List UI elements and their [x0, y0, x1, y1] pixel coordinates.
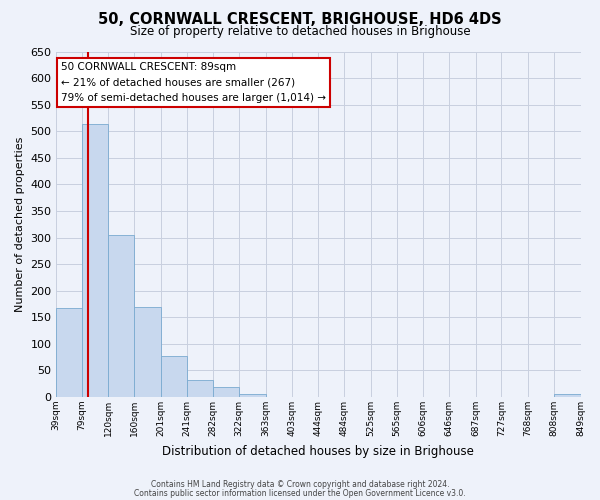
Text: Contains public sector information licensed under the Open Government Licence v3: Contains public sector information licen… — [134, 488, 466, 498]
Text: 50, CORNWALL CRESCENT, BRIGHOUSE, HD6 4DS: 50, CORNWALL CRESCENT, BRIGHOUSE, HD6 4D… — [98, 12, 502, 28]
Bar — [187, 380, 213, 397]
Bar — [554, 394, 581, 397]
Bar — [56, 308, 82, 397]
Y-axis label: Number of detached properties: Number of detached properties — [15, 136, 25, 312]
Text: 50 CORNWALL CRESCENT: 89sqm
← 21% of detached houses are smaller (267)
79% of se: 50 CORNWALL CRESCENT: 89sqm ← 21% of det… — [61, 62, 326, 103]
Bar — [161, 356, 187, 397]
X-axis label: Distribution of detached houses by size in Brighouse: Distribution of detached houses by size … — [162, 444, 474, 458]
Bar — [82, 124, 109, 397]
Text: Contains HM Land Registry data © Crown copyright and database right 2024.: Contains HM Land Registry data © Crown c… — [151, 480, 449, 489]
Bar — [239, 394, 266, 397]
Bar — [109, 235, 134, 397]
Bar — [213, 388, 239, 397]
Bar — [134, 306, 161, 397]
Text: Size of property relative to detached houses in Brighouse: Size of property relative to detached ho… — [130, 25, 470, 38]
